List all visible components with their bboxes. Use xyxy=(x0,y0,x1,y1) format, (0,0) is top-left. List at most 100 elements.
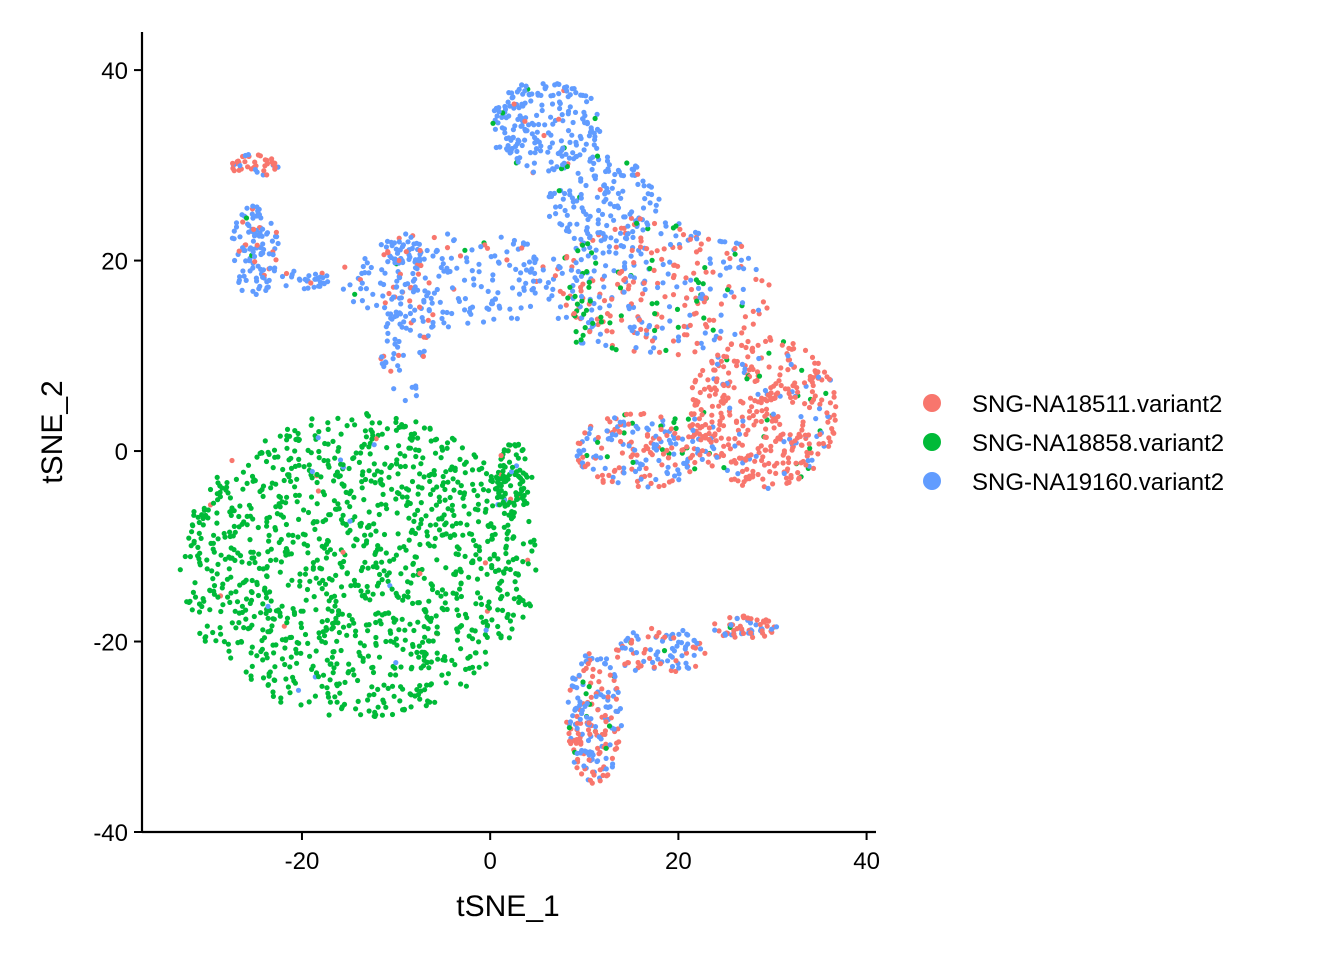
point-na18511 xyxy=(597,187,603,193)
point-na18511 xyxy=(750,413,756,419)
point-na18511 xyxy=(635,659,641,666)
point-na18511 xyxy=(595,474,601,480)
point-na18858 xyxy=(265,615,271,621)
point-na19160 xyxy=(679,436,686,442)
point-na18511 xyxy=(417,247,423,254)
point-na18858 xyxy=(444,440,451,446)
point-na18511 xyxy=(792,394,798,400)
point-na18858 xyxy=(408,704,414,710)
point-na19160 xyxy=(522,88,528,94)
point-na19160 xyxy=(391,386,397,392)
point-na18858 xyxy=(210,576,216,582)
point-na18858 xyxy=(372,480,378,486)
point-na18858 xyxy=(485,488,492,494)
point-na18858 xyxy=(342,679,348,686)
point-na18858 xyxy=(607,320,613,326)
point-na18511 xyxy=(627,411,634,417)
point-na18858 xyxy=(232,608,238,614)
point-na18511 xyxy=(817,431,823,437)
point-na19160 xyxy=(295,687,302,693)
point-na19160 xyxy=(613,238,619,244)
point-na18858 xyxy=(271,616,277,622)
point-na19160 xyxy=(526,92,533,98)
point-na19160 xyxy=(592,176,598,182)
point-na18511 xyxy=(810,382,816,389)
point-na19160 xyxy=(569,683,575,689)
point-na18858 xyxy=(393,636,399,642)
point-na18858 xyxy=(462,470,468,476)
point-na18511 xyxy=(262,157,268,163)
point-na19160 xyxy=(509,285,516,291)
point-na18511 xyxy=(659,256,665,262)
point-na19160 xyxy=(520,240,527,246)
point-na18511 xyxy=(590,769,596,775)
point-na19160 xyxy=(439,315,445,322)
point-na19160 xyxy=(257,283,263,289)
point-na18858 xyxy=(412,530,418,537)
point-na18858 xyxy=(386,474,392,480)
point-na19160 xyxy=(711,337,717,343)
point-na18858 xyxy=(334,699,340,705)
point-na19160 xyxy=(359,270,365,276)
point-na19160 xyxy=(522,137,528,143)
point-na18511 xyxy=(687,423,693,429)
point-na19160 xyxy=(591,268,597,274)
point-na18511 xyxy=(753,276,759,282)
point-na19160 xyxy=(586,431,592,437)
point-na18858 xyxy=(478,614,484,620)
point-na18858 xyxy=(280,514,286,520)
point-na19160 xyxy=(391,351,397,357)
point-na18511 xyxy=(231,168,237,174)
point-na18858 xyxy=(196,519,202,526)
point-na18858 xyxy=(345,670,351,676)
point-na18858 xyxy=(232,557,238,564)
point-na18858 xyxy=(296,492,302,498)
point-na18511 xyxy=(706,317,713,323)
point-na18858 xyxy=(296,516,302,523)
point-na19160 xyxy=(659,325,665,331)
point-na18511 xyxy=(725,346,731,352)
point-na19160 xyxy=(679,653,685,659)
point-na19160 xyxy=(567,719,574,725)
point-na18858 xyxy=(433,522,439,528)
point-na19160 xyxy=(499,114,505,120)
point-na19160 xyxy=(580,92,586,98)
point-na18511 xyxy=(603,719,609,725)
y-tick-label: -20 xyxy=(93,630,128,657)
point-na19160 xyxy=(510,94,516,100)
point-na18858 xyxy=(517,481,523,487)
point-na18858 xyxy=(432,535,438,542)
point-na19160 xyxy=(574,453,580,459)
point-na18858 xyxy=(498,481,504,487)
point-na18858 xyxy=(399,494,406,500)
point-na18511 xyxy=(833,404,839,410)
point-na18858 xyxy=(424,533,430,539)
point-na19160 xyxy=(611,178,617,185)
point-na19160 xyxy=(465,320,471,326)
point-na18858 xyxy=(397,451,403,457)
point-na19160 xyxy=(478,284,484,290)
point-na18858 xyxy=(470,481,476,487)
point-na18858 xyxy=(337,560,343,567)
point-na19160 xyxy=(492,296,498,302)
point-na18858 xyxy=(508,483,514,489)
point-na18858 xyxy=(332,551,338,557)
point-na18858 xyxy=(618,313,624,319)
point-na18511 xyxy=(560,291,566,297)
point-na18858 xyxy=(389,683,396,689)
point-na18858 xyxy=(418,500,424,506)
point-na18858 xyxy=(700,281,706,287)
point-na19160 xyxy=(583,141,589,147)
point-na18511 xyxy=(245,164,251,170)
point-na18858 xyxy=(452,662,458,668)
point-na19160 xyxy=(554,164,560,170)
point-na18858 xyxy=(189,607,195,613)
point-na19160 xyxy=(521,262,527,268)
point-na18511 xyxy=(698,407,704,413)
point-na18511 xyxy=(595,434,601,441)
point-na18858 xyxy=(398,664,404,670)
point-na19160 xyxy=(391,257,398,263)
point-na19160 xyxy=(260,241,266,247)
point-na18511 xyxy=(768,443,774,449)
point-na18511 xyxy=(656,483,662,490)
